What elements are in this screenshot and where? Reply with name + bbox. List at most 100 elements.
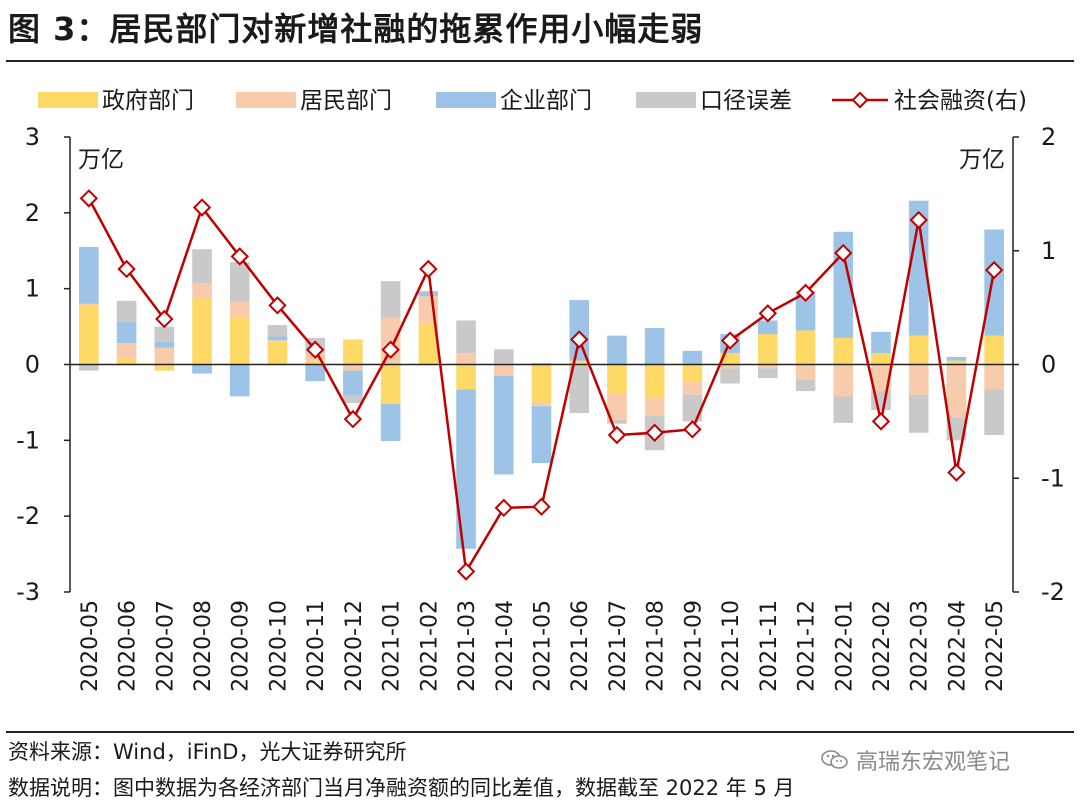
bar-segment — [418, 292, 439, 297]
line-point — [305, 340, 325, 359]
legend-label: 口径误差 — [700, 88, 792, 114]
right-unit-label: 万亿 — [959, 147, 1005, 173]
bar-segment — [192, 364, 212, 374]
bar-segment — [229, 364, 250, 397]
x-tick-label: 2020-12 — [342, 600, 367, 692]
x-tick-label: 2022-01 — [832, 600, 857, 692]
bar-segment — [833, 364, 854, 397]
bar-segment — [229, 316, 250, 365]
legend-label: 居民部门 — [300, 88, 392, 114]
line-point — [645, 423, 664, 442]
bar-segment — [493, 362, 514, 365]
bar-segment — [833, 337, 854, 365]
legend-label: 企业部门 — [500, 88, 592, 114]
bar-segment — [758, 334, 778, 365]
bar-segment — [418, 322, 439, 365]
bar-segment — [418, 290, 439, 293]
bar-segment — [795, 379, 816, 392]
source-note: 资料来源：Wind，iFinD，光大证券研究所 — [8, 740, 407, 764]
bar-segment — [456, 364, 476, 390]
chart-title: 图 3：居民部门对新增社融的拖累作用小幅走弱 — [8, 10, 704, 48]
bar-segment — [795, 290, 816, 331]
axes: -3 -2 -1 0 1 2 3 -2 -1 0 1 2 万亿 万亿 — [16, 123, 1065, 606]
line-point — [117, 259, 136, 279]
line-point — [155, 309, 174, 329]
bar-segment — [569, 364, 590, 367]
x-tick-label: 2022-03 — [908, 600, 933, 692]
right-tick-label: -2 — [1041, 578, 1065, 606]
x-tick-label: 2022-05 — [983, 600, 1008, 692]
bar-segment — [267, 325, 288, 337]
bar-segment — [267, 336, 288, 341]
title-divider — [6, 60, 1074, 62]
bar-segment — [493, 364, 514, 376]
legend-swatch — [236, 92, 296, 108]
bar-segment — [946, 356, 967, 361]
bar-segment — [456, 353, 476, 365]
bar-segment — [380, 403, 401, 442]
line-point — [419, 259, 438, 279]
legend-label: 政府部门 — [102, 88, 194, 114]
bar-segment — [343, 364, 363, 371]
bar-segment — [758, 364, 778, 369]
bar-segment — [192, 283, 212, 299]
x-tick-label: 2020-10 — [266, 600, 291, 692]
bar-segment — [569, 360, 590, 365]
line-point — [343, 409, 363, 429]
bar-segment — [682, 350, 703, 365]
bar-segment — [607, 419, 627, 424]
bar-segment — [871, 353, 891, 365]
x-tick-label: 2021-07 — [606, 600, 631, 692]
x-tick-label: 2021-10 — [719, 600, 744, 692]
bar-segment — [531, 402, 552, 407]
line-point — [607, 425, 627, 445]
legend-line-marker — [851, 91, 869, 109]
bar-segment — [795, 330, 816, 365]
bar-segment — [607, 335, 627, 365]
line-point — [268, 296, 287, 315]
line-series — [79, 189, 1004, 581]
right-tick-label: 2 — [1041, 123, 1056, 151]
left-tick-label: 1 — [25, 275, 40, 303]
bar-segment — [607, 364, 627, 394]
left-tick-label: -2 — [16, 502, 40, 530]
watermark: 高瑞东宏观笔记 — [820, 744, 1010, 776]
bar-segment — [154, 326, 175, 342]
line-point — [381, 340, 400, 359]
bar-segment — [758, 368, 778, 379]
bar-segment — [871, 331, 891, 354]
bar-segment — [984, 229, 1004, 336]
line-point — [834, 243, 853, 263]
line-point — [683, 420, 702, 439]
x-tick-label: 2021-05 — [531, 600, 556, 692]
bar-segment — [644, 397, 665, 417]
bar-segment — [116, 343, 137, 359]
line-point — [79, 189, 99, 208]
left-tick-label: 0 — [25, 351, 40, 379]
bar-segment — [380, 364, 401, 404]
line-point — [230, 247, 249, 266]
x-tick-label: 2021-04 — [493, 600, 518, 692]
left-unit-label: 万亿 — [78, 147, 124, 173]
x-tick-label: 2021-11 — [757, 600, 782, 692]
right-tick-label: 0 — [1041, 351, 1056, 379]
bar-segment — [569, 366, 590, 414]
x-tick-label: 2021-02 — [417, 600, 442, 692]
legend-label: 社会融资(右) — [894, 88, 1027, 114]
bar-segment — [343, 395, 363, 404]
bar-segment — [456, 320, 476, 354]
bar-segment — [267, 340, 288, 342]
watermark-text: 高瑞东宏观笔记 — [856, 750, 1011, 775]
data-note: 数据说明：图中数据为各经济部门当月净融资额的同比差值，数据截至 2022 年 5… — [8, 776, 795, 800]
legend: 政府部门 居民部门 企业部门 口径误差 社会融资(右) — [38, 88, 1027, 114]
bar-segment — [531, 406, 552, 464]
bar-segment — [493, 349, 514, 363]
bar-segment — [305, 360, 325, 365]
bar-segment — [720, 353, 740, 365]
legend-swatch — [636, 92, 696, 108]
line-point — [570, 330, 589, 349]
bar-segment — [644, 328, 665, 365]
x-axis-labels: 2020-05 2020-06 2020-07 2020-08 2020-09 2020-… — [78, 600, 1008, 692]
bar-segment — [79, 305, 99, 365]
x-tick-label: 2020-06 — [116, 600, 141, 692]
